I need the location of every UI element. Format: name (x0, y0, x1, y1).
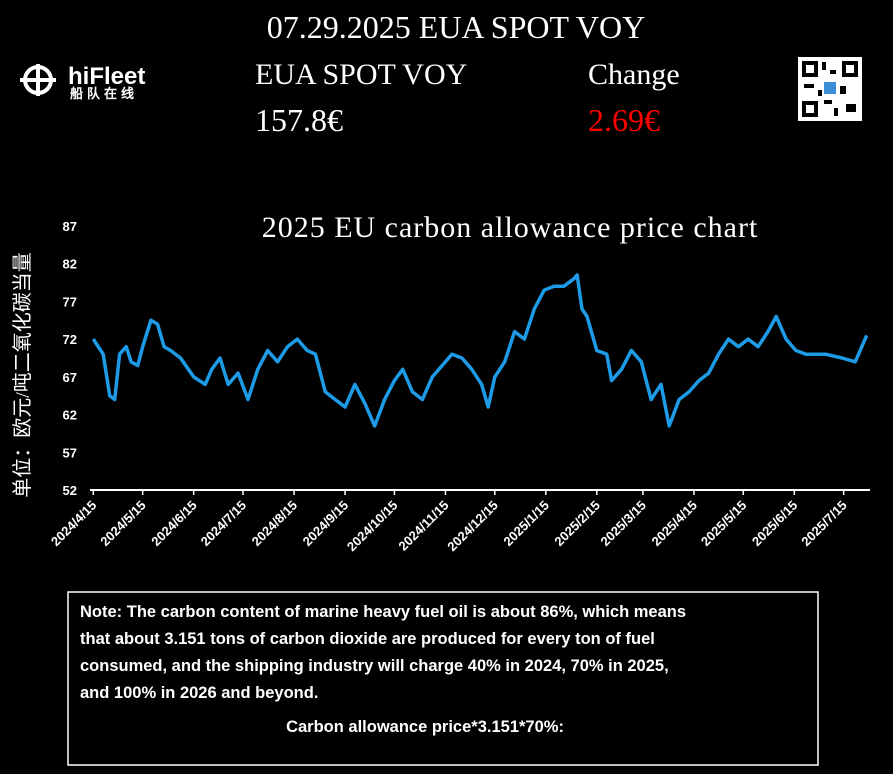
note-line: consumed, and the shipping industry will… (80, 657, 669, 675)
y-axis-label: 单位：欧元/吨二氧化碳当量 (11, 252, 34, 498)
y-tick-label: 62 (63, 408, 77, 423)
note: Note: The carbon content of marine heavy… (80, 603, 686, 702)
price-line (91, 273, 869, 428)
note-line: and 100% in 2026 and beyond. (80, 684, 318, 702)
price-label: EUA SPOT VOY (255, 58, 467, 91)
note-line: Note: The carbon content of marine heavy… (80, 603, 686, 621)
y-tick-label: 72 (63, 332, 77, 347)
y-tick-label: 52 (63, 483, 77, 498)
note-formula: Carbon allowance price*3.151*70%: (286, 718, 564, 736)
price: 157.8€ (255, 102, 343, 138)
change: 2.69€ (588, 102, 660, 138)
note-line: that about 3.151 tons of carbon dioxide … (80, 630, 655, 648)
header-title: 07.29.2025 EUA SPOT VOY (267, 9, 645, 45)
note-box (67, 591, 819, 766)
logo (20, 64, 56, 96)
qr-code (798, 57, 862, 121)
y-tick-label: 77 (63, 294, 77, 309)
y-tick-label: 57 (63, 445, 77, 460)
brand: hiFleet (68, 63, 145, 90)
y-tick-label: 67 (63, 370, 77, 385)
y-tick-label: 87 (63, 219, 77, 234)
change-label: Change (588, 58, 680, 91)
y-tick-label: 82 (63, 257, 77, 272)
chart-title: 2025 EU carbon allowance price chart (262, 211, 759, 244)
brand-sub: 船队在线 (70, 86, 138, 101)
